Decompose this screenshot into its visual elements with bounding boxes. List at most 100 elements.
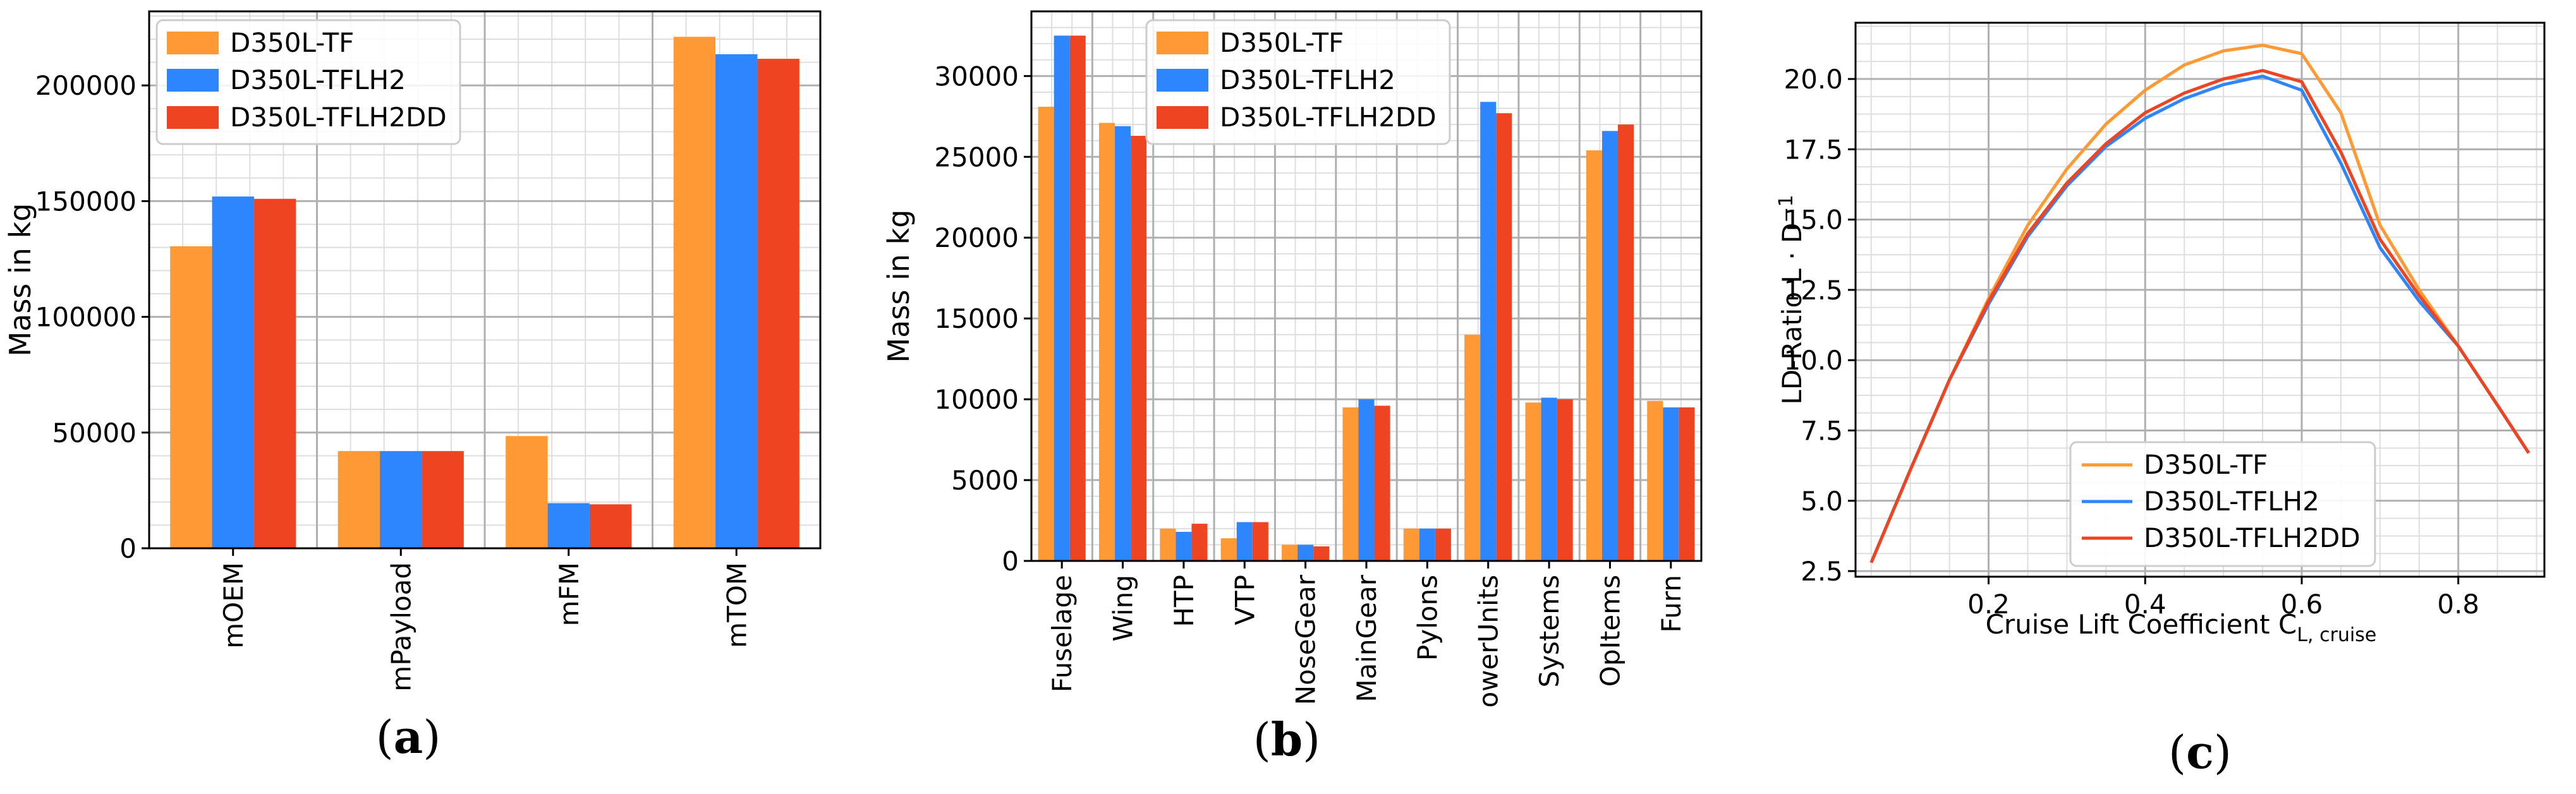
caption-paren: ) <box>2214 726 2232 779</box>
legend-swatch <box>167 32 219 54</box>
y-tick-label: 2.5 <box>1801 556 1843 587</box>
bar-d350l-tf-wing <box>1098 123 1115 561</box>
legend-label: D350L-TF <box>230 27 354 58</box>
bar-d350l-tf-mtom <box>673 37 716 549</box>
legend-label: D350L-TFLH2 <box>2144 486 2319 517</box>
legend-box <box>155 19 461 145</box>
bar-d350l-tflh2-vtp <box>1236 522 1253 561</box>
x-tick-label: Systems <box>1534 575 1565 688</box>
bar-d350l-tflh2-nosegear <box>1297 544 1314 561</box>
x-tick-label: mFM <box>554 562 585 626</box>
y-tick-label: 10000 <box>934 384 1019 415</box>
y-axis-label: Mass in kg <box>882 210 916 363</box>
x-tick-label: VTP <box>1229 575 1260 625</box>
x-axis-label: Cruise Lift Coefficient CL, cruise <box>1986 609 2377 646</box>
x-tick-label: HTP <box>1169 575 1200 627</box>
chart-b: 0 5000 10000 15000 20000 25000 30000 Fuselage Wi… <box>882 10 1703 708</box>
legend-box <box>1145 19 1451 145</box>
series-line-d350l-tflh2dd <box>1869 69 2530 563</box>
legend-label: D350L-TF <box>2144 449 2268 480</box>
bar-d350l-tflh2dd-vtp <box>1252 522 1268 561</box>
bar-d350l-tflh2dd-moem <box>253 198 296 549</box>
bar-d350l-tflh2-moem <box>212 196 254 548</box>
x-tick-label: NoseGear <box>1291 574 1321 705</box>
x-tick-label: mTOM <box>721 562 752 648</box>
x-tick-label: Furn <box>1656 575 1687 633</box>
bar-d350l-tflh2-mfm <box>547 503 590 548</box>
legend-swatch <box>1157 69 1208 92</box>
x-tick-label: mOEM <box>218 562 249 649</box>
bar-d350l-tflh2-furn <box>1663 407 1679 561</box>
bar-d350l-tflh2dd-mpayload <box>422 451 464 548</box>
bar-d350l-tf-nosegear <box>1282 544 1298 561</box>
x-tick-label: mPayload <box>386 562 416 692</box>
legend: D350L-TF D350L-TFLH2 D350L-TFLH2DD <box>2069 441 2376 567</box>
x-tick-label: Pylons <box>1412 575 1443 661</box>
y-tick-label: 20.0 <box>1783 64 1843 95</box>
x-tick-label: 0.6 <box>2281 589 2323 620</box>
x-axis-label-main: Cruise Lift Coefficient C <box>1986 609 2297 640</box>
x-tick-label: 0.4 <box>2124 589 2166 620</box>
bar-d350l-tf-mpayload <box>337 451 380 548</box>
bar-d350l-tflh2dd-mfm <box>589 504 632 548</box>
x-tick-label: MainGear <box>1351 574 1382 702</box>
bar-d350l-tf-mfm <box>506 436 548 548</box>
x-axis-label-subscript: L, cruise <box>2297 624 2376 646</box>
bar-d350l-tf-htp <box>1160 528 1176 561</box>
bar-d350l-tflh2dd-nosegear <box>1313 546 1330 561</box>
x-tick-label: OpItems <box>1595 575 1625 687</box>
bar-d350l-tflh2-owerunits <box>1480 102 1497 561</box>
bar-d350l-tflh2-maingear <box>1358 399 1375 561</box>
caption-paren: ) <box>423 711 440 764</box>
bar-d350l-tf-owerunits <box>1464 334 1481 561</box>
bar-d350l-tflh2-fuselage <box>1054 35 1070 562</box>
bar-d350l-tflh2dd-systems <box>1557 399 1573 561</box>
legend-swatch <box>1157 106 1208 129</box>
y-axis-label-superscript: −1 <box>1775 195 1797 222</box>
y-axis-label: LD-Ratio L · D−1 <box>1775 195 1807 404</box>
panel-caption-a: (a) <box>376 710 441 764</box>
y-tick-label: 17.5 <box>1783 134 1843 165</box>
legend-swatch <box>167 106 219 129</box>
y-tick-label: 12.5 <box>1783 275 1843 306</box>
caption-letter: c <box>2186 725 2214 779</box>
bar-d350l-tflh2-systems <box>1541 397 1557 561</box>
y-tick-label: 7.5 <box>1801 416 1843 447</box>
y-tick-label: 5000 <box>951 465 1019 496</box>
y-tick-label: 15.0 <box>1783 205 1843 236</box>
y-tick-label: 100000 <box>35 302 137 333</box>
bar-d350l-tf-opitems <box>1586 150 1602 561</box>
y-tick-label: 150000 <box>35 186 137 217</box>
bar-d350l-tflh2-opitems <box>1601 131 1618 562</box>
caption-paren: ( <box>1253 713 1271 766</box>
plot-frame <box>148 10 822 550</box>
bar-d350l-tflh2-htp <box>1176 531 1192 561</box>
bar-d350l-tf-maingear <box>1342 407 1359 561</box>
bar-d350l-tflh2-pylons <box>1419 528 1435 561</box>
bar-d350l-tflh2dd-fuselage <box>1069 35 1086 562</box>
y-tick-label: 5.0 <box>1801 486 1843 517</box>
bar-d350l-tflh2dd-furn <box>1679 407 1695 561</box>
panel-caption-c: (c) <box>2168 725 2232 779</box>
chart-c: 2.5 5.0 7.5 10.0 12.5 15.0 17.5 20.0 0.2 0.4 0.6 0.… <box>1775 21 2546 646</box>
legend-label: D350L-TF <box>1220 27 1344 58</box>
bar-d350l-tf-pylons <box>1403 528 1419 561</box>
bar-d350l-tflh2dd-mtom <box>757 59 799 548</box>
legend: D350L-TF D350L-TFLH2 D350L-TFLH2DD <box>155 19 461 145</box>
bar-d350l-tf-systems <box>1525 402 1541 561</box>
legend-label: D350L-TFLH2 <box>230 64 406 95</box>
bar-d350l-tflh2-mtom <box>715 54 758 549</box>
x-tick-label: 0.2 <box>1967 589 2010 620</box>
bar-d350l-tf-vtp <box>1220 538 1237 561</box>
y-tick-label: 50000 <box>52 418 137 448</box>
caption-paren: ( <box>2168 726 2186 779</box>
legend-label: D350L-TFLH2DD <box>230 102 447 133</box>
legend-label: D350L-TFLH2DD <box>1220 102 1437 133</box>
bar-d350l-tflh2-wing <box>1115 126 1131 562</box>
bar-d350l-tflh2-mpayload <box>380 451 422 548</box>
y-axis-label-main: LD-Ratio L · D <box>1777 223 1807 405</box>
x-tick-label: 0.8 <box>2437 589 2479 620</box>
bar-d350l-tflh2dd-owerunits <box>1496 113 1512 562</box>
y-tick-label: 10.0 <box>1783 345 1843 376</box>
